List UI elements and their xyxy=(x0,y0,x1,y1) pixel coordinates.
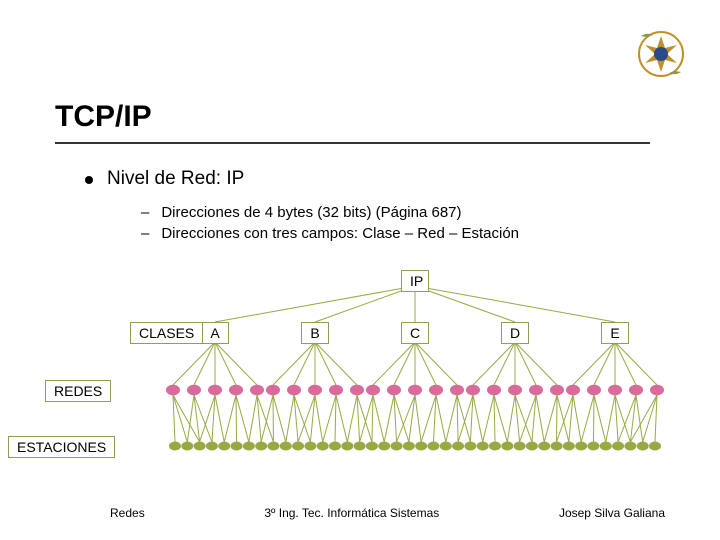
tree-class-label: E xyxy=(601,322,629,344)
footer-left: Redes xyxy=(110,506,145,520)
tree-root-label: IP xyxy=(401,270,429,292)
slide-footer: Redes 3º Ing. Tec. Informática Sistemas … xyxy=(0,506,720,520)
university-logo xyxy=(637,30,685,78)
tree-class-label: C xyxy=(401,322,429,344)
level-label-classes: CLASES xyxy=(130,322,203,344)
bullet-level-2: – Direcciones de 4 bytes (32 bits) (Pági… xyxy=(141,204,680,221)
slide-title: TCP/IP xyxy=(55,100,650,134)
bullet-1-text: Nivel de Red: IP xyxy=(107,168,244,190)
bullet-level-2: – Direcciones con tres campos: Clase – R… xyxy=(141,225,680,242)
footer-right: Josep Silva Galiana xyxy=(559,506,665,520)
tree-class-label: A xyxy=(201,322,229,344)
slide-content: Nivel de Red: IP – Direcciones de 4 byte… xyxy=(85,168,680,246)
level-label-stations: ESTACIONES xyxy=(8,436,115,458)
tree-class-label: B xyxy=(301,322,329,344)
sub-bullet-2-text: Direcciones con tres campos: Clase – Red… xyxy=(161,225,519,242)
bullet-dash-icon: – xyxy=(141,225,149,242)
level-label-networks: REDES xyxy=(45,380,111,402)
sub-bullet-1-text: Direcciones de 4 bytes (32 bits) (Página… xyxy=(161,204,461,221)
footer-center: 3º Ing. Tec. Informática Sistemas xyxy=(264,506,439,520)
ip-hierarchy-diagram: IP A B C D E CLASES REDES ESTACIONES xyxy=(0,268,720,498)
tree-class-label: D xyxy=(501,322,529,344)
slide-title-block: TCP/IP xyxy=(55,100,650,144)
bullet-level-1: Nivel de Red: IP xyxy=(85,168,680,190)
bullet-dash-icon: – xyxy=(141,204,149,221)
bullet-dot-icon xyxy=(85,176,93,184)
